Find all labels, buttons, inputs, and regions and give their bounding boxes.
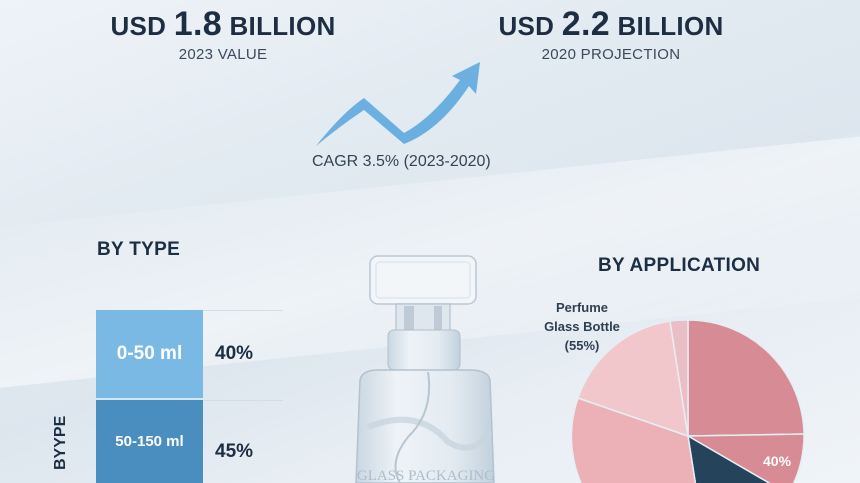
unit-suffix: BILLION [617, 11, 724, 41]
projected-value-caption: 2020 PROJECTION [541, 46, 681, 63]
pie-slice [669, 319, 689, 437]
projected-value-number: 2.2 [561, 5, 610, 43]
cagr-text: CAGR 3.5% (2023-2020) [312, 153, 491, 170]
type-segment-50-150ml: 50-150 ml [96, 400, 203, 483]
current-value-number: 1.8 [173, 5, 222, 43]
segment-label: 0-50 ml [116, 343, 183, 364]
projected-value-heading: USD 2.2 BILLION [476, 5, 746, 44]
gridline [203, 400, 283, 401]
segment-percent: 45% [215, 441, 254, 462]
pie-slice [577, 320, 689, 438]
by-type-title: BY TYPE [97, 239, 181, 260]
type-segment-0-50ml: 0-50 ml [96, 310, 203, 398]
application-pie-chart [570, 319, 805, 483]
svg-text:GLASS PACKAGING: GLASS PACKAGING [357, 468, 495, 483]
currency-prefix: USD [498, 11, 555, 41]
pie-slice [687, 434, 771, 483]
perfume-bottle-image: GLASS PACKAGING [355, 255, 495, 483]
projected-value-stat: USD 2.2 BILLION 2020 PROJECTION [476, 5, 746, 63]
trend-up-arrow-icon [316, 62, 480, 146]
pie-slice [685, 433, 805, 483]
segment-label: 50-150 ml [115, 433, 184, 450]
callout-line: Perfume [555, 300, 609, 315]
by-application-title: BY APPLICATION [598, 255, 761, 276]
callout-line: Glass Bottle [544, 319, 620, 334]
current-value-stat: USD 1.8 BILLION 2023 VALUE [92, 5, 354, 63]
segment-divider [96, 398, 203, 400]
pie-slice [687, 319, 805, 437]
by-type-vertical-label: BYYPE [52, 415, 69, 470]
gridline [203, 310, 283, 311]
currency-prefix: USD [110, 11, 167, 41]
pie-callout-label: Perfume Glass Bottle (55%) [520, 298, 644, 355]
pie-slice [570, 397, 697, 483]
current-value-heading: USD 1.8 BILLION [92, 5, 354, 44]
unit-suffix: BILLION [229, 11, 336, 41]
pie-slice-percent: 40% [763, 453, 792, 469]
current-value-caption: 2023 VALUE [178, 46, 268, 63]
segment-percent: 40% [215, 343, 254, 364]
callout-line: (55%) [564, 338, 600, 353]
